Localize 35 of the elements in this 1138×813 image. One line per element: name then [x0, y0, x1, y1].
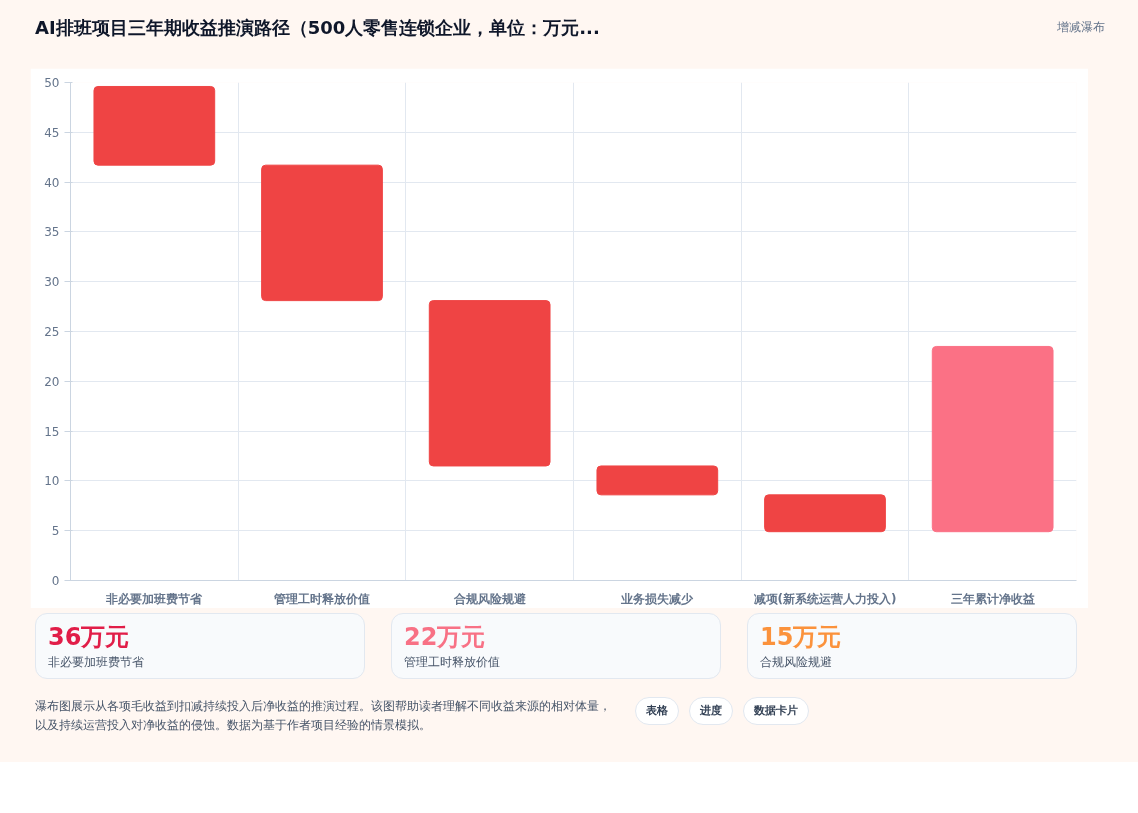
y-tick-label: 40 [44, 175, 60, 190]
y-tick-label: 5 [51, 524, 60, 539]
x-tick-label: 管理工时释放价值 [273, 591, 370, 606]
y-tick-label: 25 [44, 325, 60, 339]
text: 瀑布图展示从各项毛收益到扣减持续投入后净收益的推演过程。该图帮助读者理解不同收益来源的相对体量，以及持续运营投入对净收益的侵蚀。数据为基于作者项目经验的情景模拟。 [35, 698, 612, 735]
y-tick-label: 0 [51, 574, 60, 588]
bar [596, 465, 719, 496]
y-tick-label: 50 [44, 76, 60, 90]
text: 表格 [635, 697, 679, 725]
text: 36万元 [48, 622, 131, 653]
x-tick-label: 减项(新系统运营人力投入) [753, 591, 897, 606]
bar [93, 85, 216, 166]
y-tick-label: 20 [44, 374, 60, 389]
text: 进度 [689, 697, 733, 725]
y-tick-label: 15 [44, 424, 60, 439]
text: 管理工时释放价值 [404, 654, 501, 672]
bar [261, 164, 383, 302]
chart-title: AI排班项目三年期收益推演路径（500人零售连锁企业，单位：万元... [35, 16, 600, 40]
x-tick-label: 非必要加班费节省 [105, 591, 204, 606]
text: 合规风险规避 [760, 654, 833, 672]
text: 增减瀑布 [1057, 19, 1105, 37]
text: 22万元 [404, 622, 487, 653]
y-tick-label: 35 [44, 225, 60, 240]
text: 数据卡片 [743, 697, 809, 725]
text: 非必要加班费节省 [48, 654, 145, 672]
x-tick-label: 合规风险规避 [452, 591, 527, 606]
y-tick-label: 30 [44, 275, 60, 290]
text: 15万元 [760, 622, 843, 653]
x-tick-label: 业务损失减少 [620, 591, 695, 606]
bar [428, 300, 551, 467]
y-tick-label: 10 [44, 474, 60, 489]
y-tick-label: 45 [44, 125, 60, 140]
bar [931, 345, 1054, 533]
bar [764, 494, 886, 533]
x-tick-label: 三年累计净收益 [950, 591, 1035, 606]
